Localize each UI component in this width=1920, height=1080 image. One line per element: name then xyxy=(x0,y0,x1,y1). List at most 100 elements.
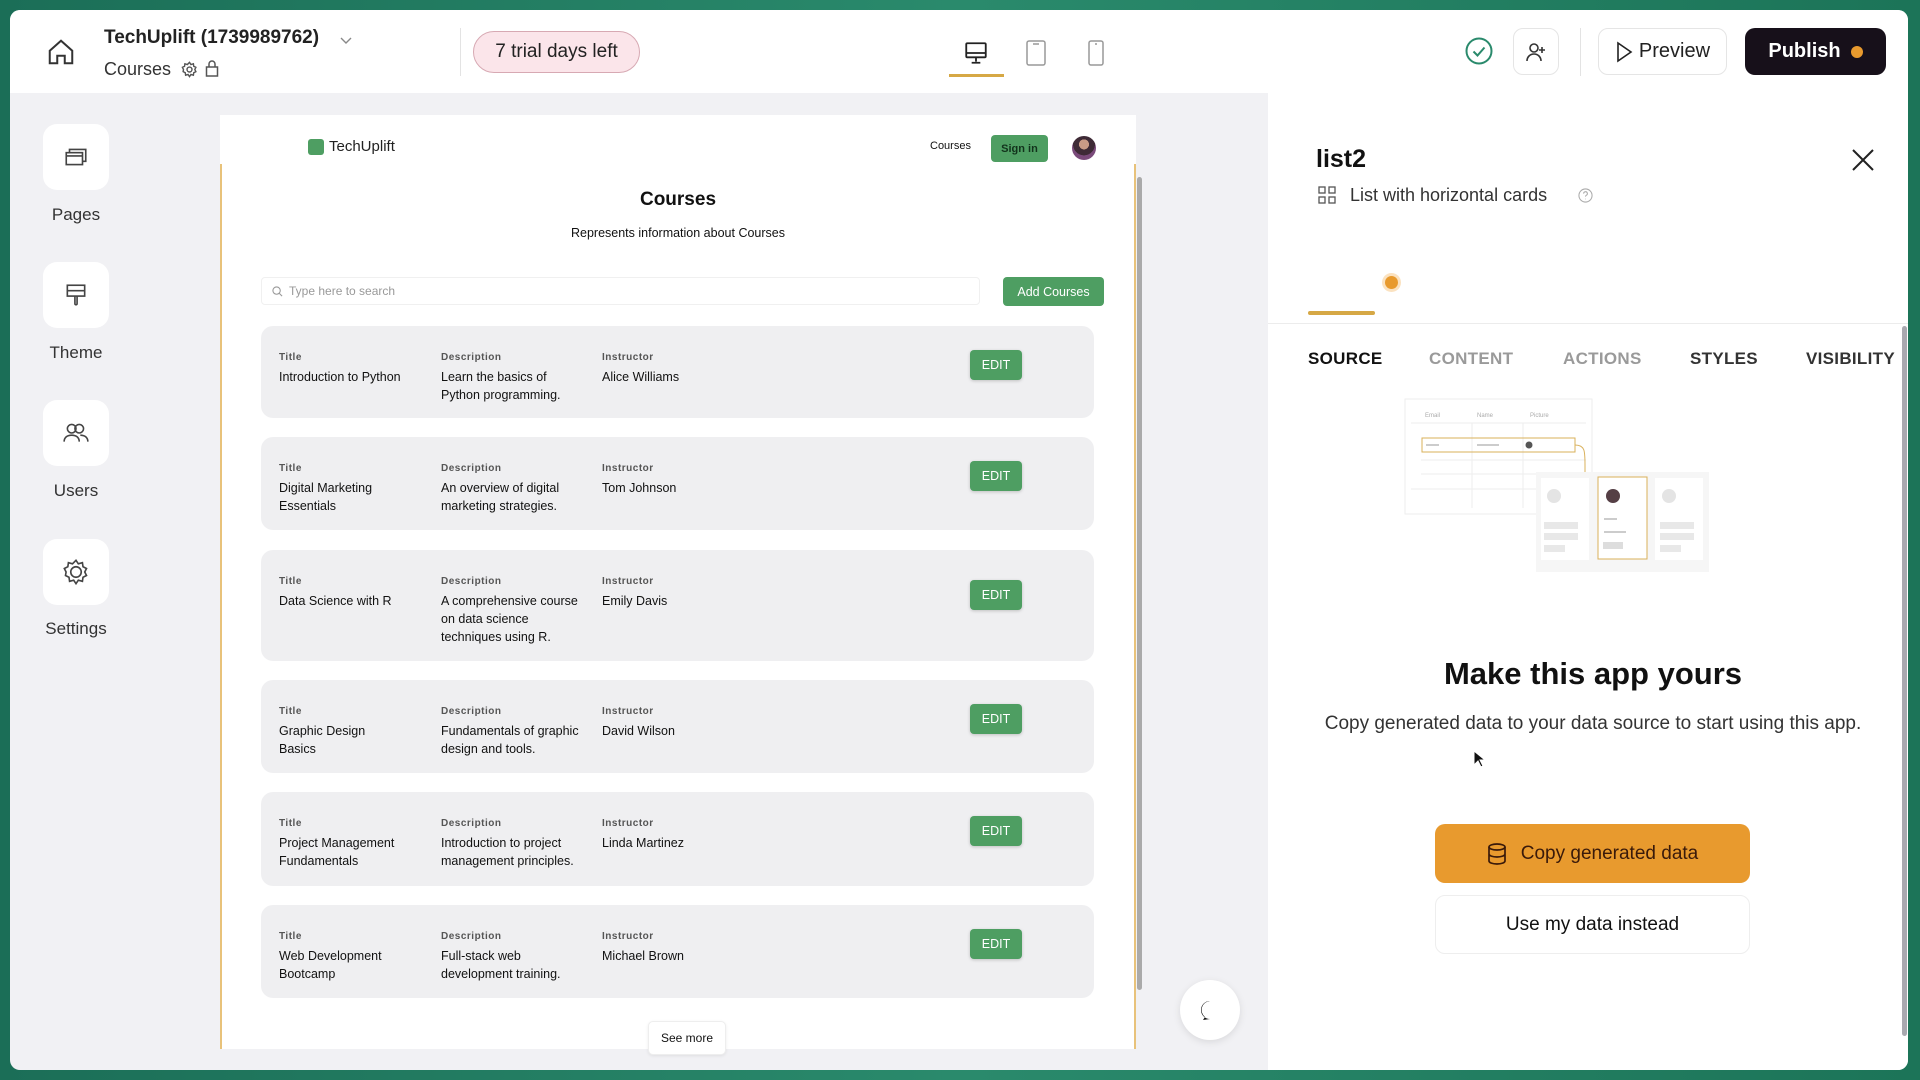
tab-content[interactable]: CONTENT xyxy=(1429,349,1514,368)
preview-label: Preview xyxy=(1638,40,1711,62)
sidebar-label-pages[interactable]: Pages xyxy=(51,205,101,224)
desktop-icon[interactable] xyxy=(963,40,989,66)
nav-courses-link[interactable]: Courses xyxy=(930,140,971,152)
close-icon[interactable] xyxy=(1850,147,1876,173)
device-active-indicator xyxy=(949,74,1004,77)
divider xyxy=(460,28,461,76)
field-label: Instructor xyxy=(602,576,654,587)
course-description: Description An overview of digital market… xyxy=(441,462,586,515)
illustration-column-picture: Picture xyxy=(1530,413,1549,419)
course-card: Title Web Development Bootcamp Description… xyxy=(261,905,1094,998)
preview-button[interactable]: Preview xyxy=(1598,28,1727,75)
mobile-icon[interactable] xyxy=(1087,39,1105,67)
field-label: Title xyxy=(279,818,302,829)
copy-generated-data-label: Copy generated data xyxy=(1520,842,1699,864)
users-icon xyxy=(62,420,90,446)
page-name[interactable]: Courses xyxy=(104,59,172,79)
mouse-cursor-icon xyxy=(1473,750,1485,768)
brand-name[interactable]: TechUplift xyxy=(329,138,395,155)
database-icon xyxy=(1487,842,1507,865)
sidebar-item-settings[interactable] xyxy=(43,539,109,605)
brand-logo xyxy=(308,139,324,155)
course-title: Title Graphic Design Basics xyxy=(279,705,404,758)
course-card: Title Digital Marketing Essentials Descrip… xyxy=(261,437,1094,530)
empty-state-description: Copy generated data to your data source … xyxy=(1324,713,1862,734)
tablet-icon[interactable] xyxy=(1025,39,1047,67)
see-more-button[interactable]: See more xyxy=(648,1021,726,1055)
page-preview: TechUplift Courses Sign in Courses Repre… xyxy=(220,115,1136,1055)
field-label: Description xyxy=(441,576,502,587)
pages-icon xyxy=(63,144,89,170)
course-title: Title Introduction to Python xyxy=(279,351,404,386)
edit-button[interactable]: EDIT xyxy=(970,929,1022,959)
sidebar-item-pages[interactable] xyxy=(43,124,109,190)
selection-border-left xyxy=(220,164,222,1049)
edit-button[interactable]: EDIT xyxy=(970,816,1022,846)
component-type: List with horizontal cards xyxy=(1350,185,1548,205)
play-icon xyxy=(1615,40,1633,63)
course-instructor: Instructor Tom Johnson xyxy=(602,462,752,497)
edit-button[interactable]: EDIT xyxy=(970,580,1022,610)
course-card: Title Introduction to Python Description Le… xyxy=(261,326,1094,418)
field-label: Instructor xyxy=(602,352,654,363)
field-value: Project Management Fundamentals xyxy=(279,836,395,868)
course-instructor: Instructor Linda Martinez xyxy=(602,817,752,852)
search-input[interactable]: Type here to search xyxy=(261,277,980,305)
course-description: Description Introduction to project manag… xyxy=(441,817,586,870)
saved-check-icon xyxy=(1464,36,1494,66)
invite-user-button[interactable] xyxy=(1513,28,1559,75)
copy-generated-data-button[interactable]: Copy generated data xyxy=(1435,824,1750,883)
sidebar-label-settings[interactable]: Settings xyxy=(45,619,107,638)
empty-state-heading: Make this app yours xyxy=(1443,656,1743,691)
edit-button[interactable]: EDIT xyxy=(970,461,1022,491)
panel-scrollbar[interactable] xyxy=(1902,326,1907,1036)
app-title[interactable]: TechUplift (1739989762) xyxy=(104,27,320,48)
tab-visibility[interactable]: VISIBILITY xyxy=(1806,349,1895,368)
sign-in-button[interactable]: Sign in xyxy=(991,135,1048,162)
properties-panel: list2 List with horizontal cards SOURCE … xyxy=(1268,93,1908,1070)
sidebar-label-users[interactable]: Users xyxy=(53,481,99,500)
edit-button[interactable]: EDIT xyxy=(970,350,1022,380)
home-icon[interactable] xyxy=(46,37,76,67)
sidebar-label-theme[interactable]: Theme xyxy=(49,343,103,362)
canvas-scrollbar[interactable] xyxy=(1137,177,1142,990)
sidebar-item-theme[interactable] xyxy=(43,262,109,328)
unpublished-dot xyxy=(1850,45,1863,58)
divider xyxy=(1580,28,1581,76)
field-label: Description xyxy=(441,931,502,942)
data-source-illustration: Email Name Picture xyxy=(1404,398,1709,572)
field-value: Learn the basics of Python programming. xyxy=(441,370,561,402)
page-title: Courses xyxy=(639,189,717,210)
avatar[interactable] xyxy=(1072,136,1096,160)
help-icon[interactable] xyxy=(1578,188,1593,203)
field-label: Description xyxy=(441,463,502,474)
course-card: Title Data Science with R Description A com… xyxy=(261,550,1094,661)
sidebar-item-users[interactable] xyxy=(43,400,109,466)
search-icon xyxy=(272,285,283,297)
publish-button[interactable]: Publish xyxy=(1745,28,1886,75)
course-instructor: Instructor Alice Williams xyxy=(602,351,752,386)
field-value: Introduction to Python xyxy=(279,370,401,384)
tab-actions[interactable]: ACTIONS xyxy=(1563,349,1642,368)
field-value: Fundamentals of graphic design and tools… xyxy=(441,724,579,756)
course-description: Description Learn the basics of Python pr… xyxy=(441,351,586,404)
page-subtitle: Represents information about Courses xyxy=(570,226,785,240)
edit-button[interactable]: EDIT xyxy=(970,704,1022,734)
gear-icon[interactable] xyxy=(181,61,198,78)
top-bar: TechUplift (1739989762) Courses 7 trial … xyxy=(10,10,1908,93)
trial-badge[interactable]: 7 trial days left xyxy=(473,31,640,73)
chat-button[interactable] xyxy=(1180,980,1240,1040)
tab-styles[interactable]: STYLES xyxy=(1690,349,1758,368)
field-label: Title xyxy=(279,931,302,942)
field-label: Title xyxy=(279,576,302,587)
chevron-down-icon[interactable] xyxy=(338,32,354,48)
course-description: Description A comprehensive course on dat… xyxy=(441,575,586,646)
course-description: Description Fundamentals of graphic desig… xyxy=(441,705,586,758)
field-value: An overview of digital marketing strateg… xyxy=(441,481,560,513)
divider xyxy=(1268,323,1908,324)
use-my-data-button[interactable]: Use my data instead xyxy=(1435,895,1750,954)
tab-source[interactable]: SOURCE xyxy=(1308,349,1383,368)
add-courses-button[interactable]: Add Courses xyxy=(1003,277,1104,306)
source-alert-dot xyxy=(1385,276,1398,289)
lock-icon[interactable] xyxy=(205,60,219,77)
